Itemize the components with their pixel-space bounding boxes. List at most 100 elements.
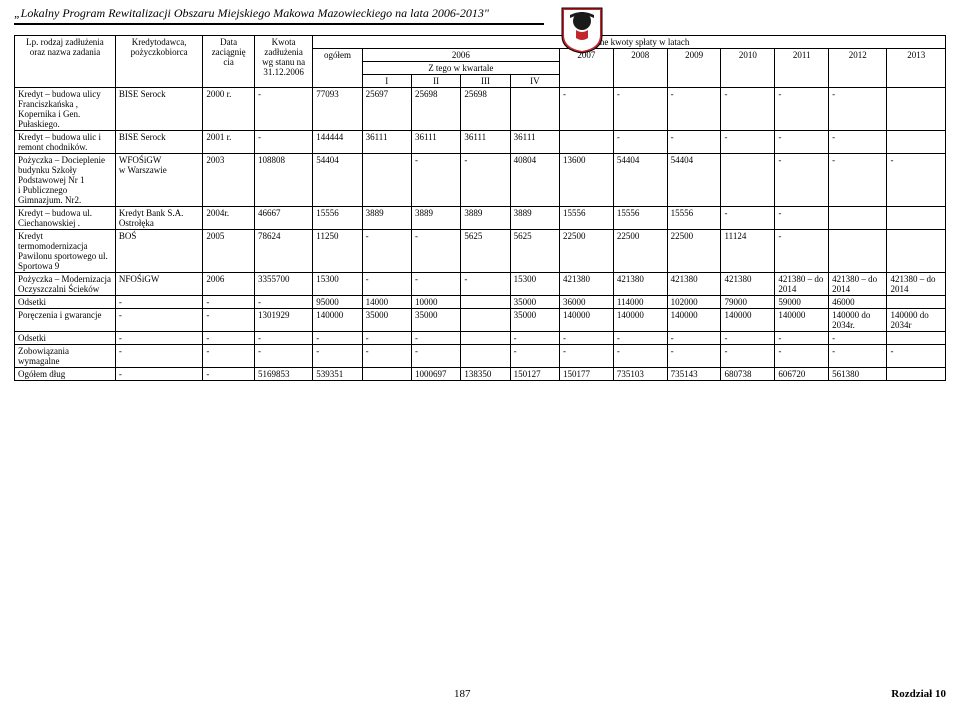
table-cell: 150127 [510, 368, 559, 381]
table-cell: 138350 [461, 368, 510, 381]
table-cell: BISE Serock [115, 88, 202, 131]
table-cell: - [613, 332, 667, 345]
table-cell: 735103 [613, 368, 667, 381]
table-cell: 140000 [313, 309, 362, 332]
table-cell: 421380 – do 2014 [887, 273, 946, 296]
table-row: Pożyczka – Docieplenie budynku Szkoły Po… [15, 154, 946, 207]
table-cell: 2000 r. [203, 88, 255, 131]
table-cell: 35000 [510, 296, 559, 309]
table-cell: Zobowiązania wymagalne [15, 345, 116, 368]
table-row: Zobowiązania wymagalne-------------- [15, 345, 946, 368]
table-cell: - [667, 88, 721, 131]
table-cell: 11250 [313, 230, 362, 273]
table-cell: 77093 [313, 88, 362, 131]
table-cell: 40804 [510, 154, 559, 207]
table-cell: - [829, 88, 887, 131]
table-cell: Odsetki [15, 332, 116, 345]
table-cell: - [313, 332, 362, 345]
table-row: Pożyczka – Modernizacja Oczyszczalni Ści… [15, 273, 946, 296]
table-cell: 5169853 [254, 368, 312, 381]
table-cell [461, 345, 510, 368]
table-row: Kredyt – budowa ulic i remont chodników.… [15, 131, 946, 154]
table-cell: BOŚ [115, 230, 202, 273]
table-cell: - [775, 332, 829, 345]
col-total: ogółem [313, 49, 362, 88]
table-cell: Pożyczka – Modernizacja Oczyszczalni Ści… [15, 273, 116, 296]
table-cell: - [887, 154, 946, 207]
table-cell: 25698 [461, 88, 510, 131]
table-cell: 680738 [721, 368, 775, 381]
table-cell: - [203, 345, 255, 368]
table-cell: Pożyczka – Docieplenie budynku Szkoły Po… [15, 154, 116, 207]
table-cell: - [721, 345, 775, 368]
table-cell: 1000697 [411, 368, 460, 381]
table-cell: - [560, 345, 614, 368]
table-cell: 13600 [560, 154, 614, 207]
table-cell: - [203, 332, 255, 345]
table-cell: 140000 [613, 309, 667, 332]
table-cell: 15300 [510, 273, 559, 296]
table-cell: - [254, 131, 312, 154]
table-cell: 3355700 [254, 273, 312, 296]
col-2006: 2006 [362, 49, 559, 62]
table-cell: 54404 [667, 154, 721, 207]
table-cell: 421380 [721, 273, 775, 296]
table-cell: - [721, 207, 775, 230]
table-cell: 421380 [613, 273, 667, 296]
col-2012: 2012 [829, 49, 887, 88]
col-2010: 2010 [721, 49, 775, 88]
table-cell: 15556 [560, 207, 614, 230]
table-cell: - [510, 332, 559, 345]
table-cell: 22500 [667, 230, 721, 273]
page-footer: 187 Rozdział 10 [0, 688, 960, 700]
table-cell: 15556 [667, 207, 721, 230]
table-cell: - [829, 131, 887, 154]
table-cell: - [115, 309, 202, 332]
table-cell: - [667, 131, 721, 154]
table-cell: 95000 [313, 296, 362, 309]
table-row: Odsetki---950001400010000350003600011400… [15, 296, 946, 309]
table-cell: 35000 [510, 309, 559, 332]
table-cell: 59000 [775, 296, 829, 309]
table-cell [461, 296, 510, 309]
col-2009: 2009 [667, 49, 721, 88]
col-planned: Planowane kwoty spłaty w latach [313, 36, 946, 49]
shield-logo [560, 4, 604, 57]
table-cell: - [411, 230, 460, 273]
col-creditor: Kredytodawca, pożyczkobiorca [115, 36, 202, 88]
table-cell: - [829, 332, 887, 345]
table-cell: 140000 [775, 309, 829, 332]
table-cell: 54404 [613, 154, 667, 207]
table-cell: 561380 [829, 368, 887, 381]
col-q2: II [411, 75, 460, 88]
table-cell: - [775, 230, 829, 273]
table-cell: 5625 [461, 230, 510, 273]
table-cell: - [775, 131, 829, 154]
table-cell: - [411, 273, 460, 296]
table-cell [560, 131, 614, 154]
table-cell: 421380 [560, 273, 614, 296]
table-cell [721, 154, 775, 207]
table-cell: 421380 [667, 273, 721, 296]
col-2008: 2008 [613, 49, 667, 88]
table-cell: 78624 [254, 230, 312, 273]
table-cell: - [254, 345, 312, 368]
table-cell: 102000 [667, 296, 721, 309]
table-cell: 140000 do 2034r. [829, 309, 887, 332]
table-row: Kredyt termomodernizacja Pawilonu sporto… [15, 230, 946, 273]
table-cell: 15556 [613, 207, 667, 230]
col-amount: Kwota zadłużenia wg stanu na 31.12.2006 [254, 36, 312, 88]
table-cell: - [411, 332, 460, 345]
table-cell [887, 88, 946, 131]
table-cell: 35000 [362, 309, 411, 332]
table-cell: Kredyt – budowa ulicy Franciszkańska , K… [15, 88, 116, 131]
table-cell: 11124 [721, 230, 775, 273]
table-cell: 114000 [613, 296, 667, 309]
table-cell: Kredyt Bank S.A. Ostrołęka [115, 207, 202, 230]
table-cell: 36111 [411, 131, 460, 154]
col-2011: 2011 [775, 49, 829, 88]
table-cell: 2001 r. [203, 131, 255, 154]
title-underline [14, 23, 544, 25]
table-cell: 150177 [560, 368, 614, 381]
table-cell: 79000 [721, 296, 775, 309]
